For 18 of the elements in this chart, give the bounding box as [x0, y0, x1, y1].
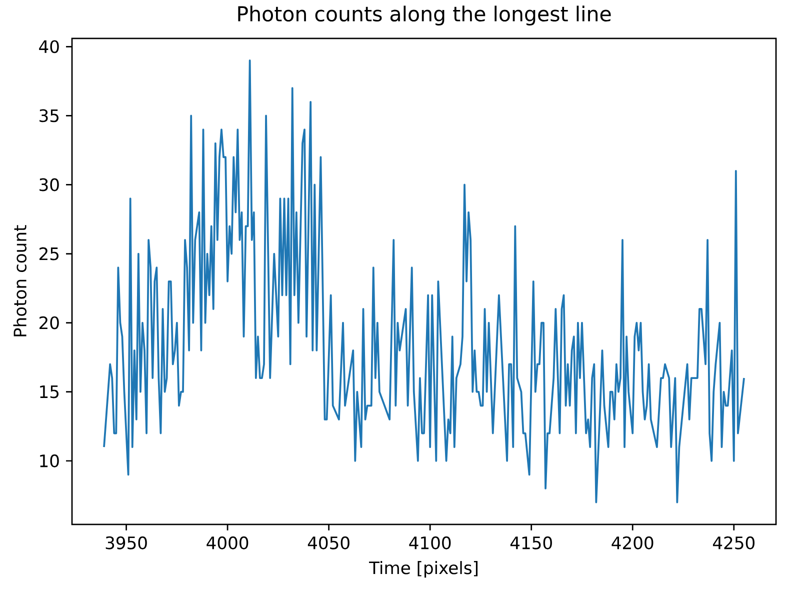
y-tick-label: 40 — [39, 40, 59, 53]
y-tick-label: 20 — [40, 316, 59, 330]
x-axis-title: Time [pixels] — [369, 560, 478, 578]
y-tick-label: 15 — [40, 385, 58, 398]
x-tick-label: 4150 — [510, 536, 552, 550]
x-tick-label: 4200 — [612, 536, 654, 550]
x-tick-label: 3950 — [106, 536, 147, 550]
line-series — [103, 59, 745, 504]
y-tick-label: 35 — [40, 109, 58, 122]
y-tick-label: 30 — [40, 178, 59, 192]
x-tick-label: 4000 — [206, 536, 248, 550]
y-axis-title: Photon count — [13, 225, 27, 336]
y-tick-label: 10 — [40, 454, 59, 468]
chart-title: Photon counts along the longest line — [238, 6, 611, 26]
x-tick-label: 4050 — [308, 536, 350, 550]
x-tick-label: 4250 — [712, 536, 754, 550]
x-tick-label: 4100 — [409, 536, 451, 550]
y-tick-label: 25 — [40, 247, 58, 260]
